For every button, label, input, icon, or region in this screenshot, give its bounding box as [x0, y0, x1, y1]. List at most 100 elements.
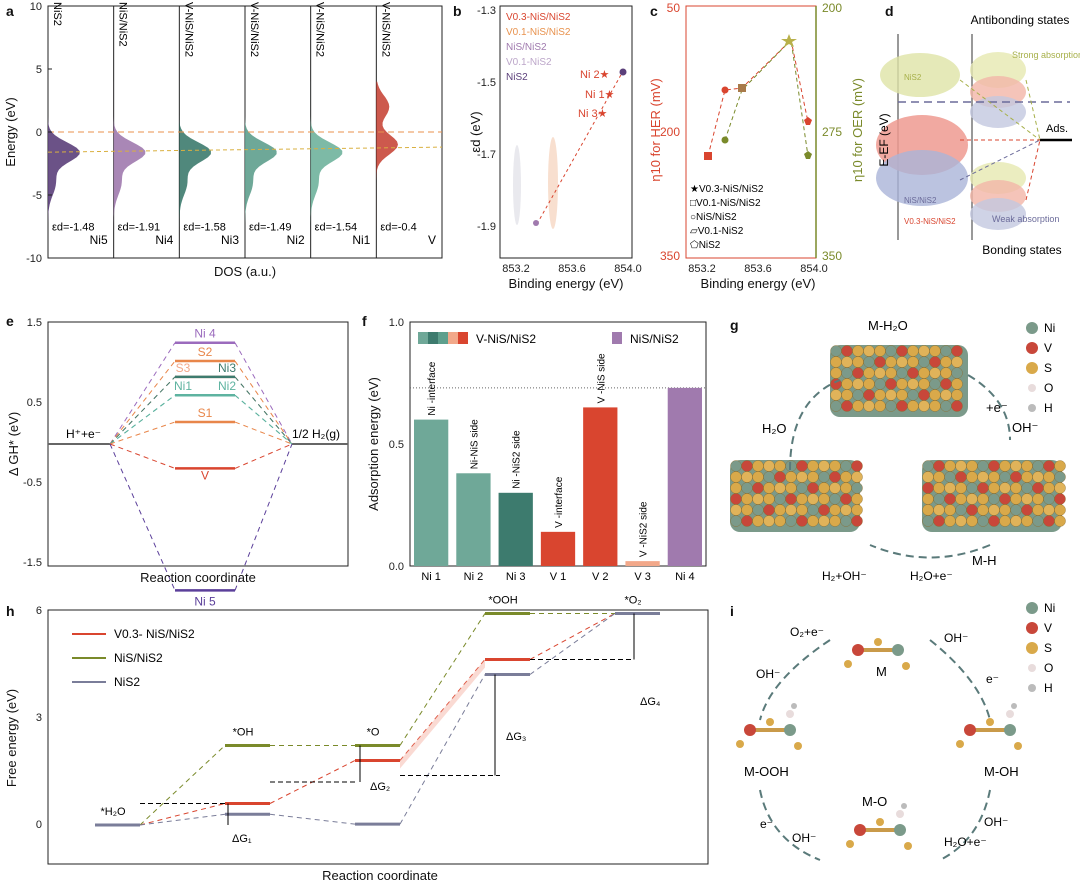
panel-g-atom [741, 471, 753, 483]
panel-e-link [234, 443, 293, 591]
panel-g-atom [977, 515, 989, 527]
panel-g-atom [730, 504, 742, 516]
panel-g-legend-dot [1028, 404, 1036, 412]
panel-d-band-nis2-top [880, 53, 960, 97]
panel-i-atom-v [964, 724, 976, 736]
panel-g-atom [1032, 515, 1044, 527]
panel-i-legend-dot [1028, 664, 1036, 672]
panel-h-link [529, 613, 616, 660]
panel-b-legend-item: V0.3-NiS/NiS2 [506, 12, 571, 23]
panel-g-atom [929, 356, 941, 368]
panel-h-state: *OOH [488, 594, 517, 606]
panel-g-atom [955, 482, 967, 494]
panel-b-label-ni1: Ni 1★ [585, 89, 615, 101]
panel-c-para [704, 152, 712, 160]
panel-g-atom [1010, 471, 1022, 483]
panel-g-atom [940, 400, 952, 412]
panel-e: e Ni 4 S2 S3 Ni3 Ni1 Ni2 S1 V Ni 5 1.5 0.5 -0.5 -1.… [6, 313, 349, 608]
panel-g-atom [730, 482, 742, 494]
panel-a-ed-2: εd=-1.58 [183, 221, 226, 233]
panel-c-legend-item: ★V0.3-NiS/NiS2 [690, 184, 764, 195]
panel-h-ytick: 0 [36, 819, 42, 831]
panel-i-atom-s [956, 740, 964, 748]
panel-g-atom [922, 504, 934, 516]
panel-g-atom [818, 493, 830, 505]
panel-g-atom [752, 504, 764, 516]
panel-e-link [234, 421, 293, 445]
panel-g-atom [840, 493, 852, 505]
panel-g-atom [840, 504, 852, 516]
panel-g-atom [918, 345, 930, 357]
panel-i-atom-ni [1004, 724, 1016, 736]
panel-i: i M M-OH M-O M-OOH O₂+e⁻ OH⁻ OH⁻ e⁻ OH⁻ … [730, 601, 1055, 861]
panel-f-bar-ni3 [498, 492, 533, 566]
panel-e-link [109, 443, 176, 469]
panel-g-atom [830, 389, 842, 401]
panel-g-letter: g [730, 317, 739, 333]
panel-g-atom [840, 460, 852, 472]
panel-d-band-r3 [970, 96, 1026, 128]
panel-i-state-m: M [876, 664, 887, 679]
panel-g-atom [988, 482, 1000, 494]
panel-i-atom-s [766, 718, 774, 726]
panel-g-atom [1043, 471, 1055, 483]
panel-g-atom [763, 493, 775, 505]
panel-g-atom [1021, 504, 1033, 516]
panel-g-atom [907, 356, 919, 368]
panel-g-atom [944, 515, 956, 527]
panel-h: h V0.3- NiS/NiS2 NiS/NiS2 NiS2 *H₂O *OH *O *O… [4, 594, 709, 883]
panel-e-link [109, 443, 176, 591]
panel-h-legend-item: NiS2 [114, 675, 140, 689]
panel-g-atom [1054, 482, 1066, 494]
panel-i-legend-label: V [1044, 621, 1052, 635]
panel-g-atom [763, 471, 775, 483]
panel-f-ytick: 0.5 [389, 439, 404, 451]
panel-d: d Antibonding states Bonding states E-EF… [876, 3, 1080, 257]
panel-g-atom [977, 471, 989, 483]
panel-g-atom [763, 482, 775, 494]
panel-g-atom [807, 460, 819, 472]
panel-g-atom [851, 482, 863, 494]
panel-f-legend-b: NiS/NiS2 [630, 332, 679, 346]
panel-g-atom [1043, 515, 1055, 527]
panel-g-atom [988, 515, 1000, 527]
panel-f-bar-label: V -NiS2 side [639, 501, 650, 557]
panel-c-ytick-left: 350 [660, 249, 680, 263]
panel-g-atom [1043, 482, 1055, 494]
panel-i-atom-ni [784, 724, 796, 736]
panel-g-atom [1021, 482, 1033, 494]
panel-g-atom [1032, 493, 1044, 505]
panel-a-dos-ni5 [48, 81, 80, 227]
panel-i-sp-0: O₂+e⁻ [790, 625, 824, 639]
panel-b-xtick: 854.0 [614, 263, 642, 275]
panel-e-label: Ni 5 [194, 594, 216, 608]
panel-f-letter: f [362, 313, 367, 329]
panel-g-atom [922, 460, 934, 472]
panel-g-atom [933, 482, 945, 494]
panel-h-link [529, 613, 616, 675]
panel-h-state: *O₂ [624, 594, 641, 606]
panel-g-atom [852, 356, 864, 368]
panel-g-atom [752, 460, 764, 472]
panel-g-species-h2oh: H₂+OH⁻ [822, 569, 867, 583]
panel-b-legend: V0.3-NiS/NiS2 V0.1-NiS/NiS2 NiS/NiS2 V0.1-N… [506, 12, 571, 83]
panel-f-bar-label: Ni-NiS side [469, 419, 480, 469]
panel-g-atom [896, 400, 908, 412]
panel-i-sp-4: OH⁻ [984, 815, 1008, 829]
panel-b-trendline [536, 72, 623, 225]
panel-g-atom [885, 356, 897, 368]
panel-g-atom [940, 389, 952, 401]
panel-h-state: *H₂O [100, 806, 125, 818]
panel-b-point-nis-nis2 [533, 220, 539, 226]
panel-f-bars: Ni 1 Ni -interface Ni 2 Ni-NiS side Ni 3 Ni -… [414, 353, 702, 583]
panel-c-ylabel-left: η10 for HER (mV) [648, 78, 663, 181]
panel-a-letter: a [6, 3, 14, 19]
panel-g-atom [852, 389, 864, 401]
panel-c-oer-line [724, 38, 809, 157]
panel-g-atom [929, 345, 941, 357]
panel-g-atom [841, 378, 853, 390]
panel-g-atom [907, 400, 919, 412]
panel-i-atom-ni [894, 824, 906, 836]
